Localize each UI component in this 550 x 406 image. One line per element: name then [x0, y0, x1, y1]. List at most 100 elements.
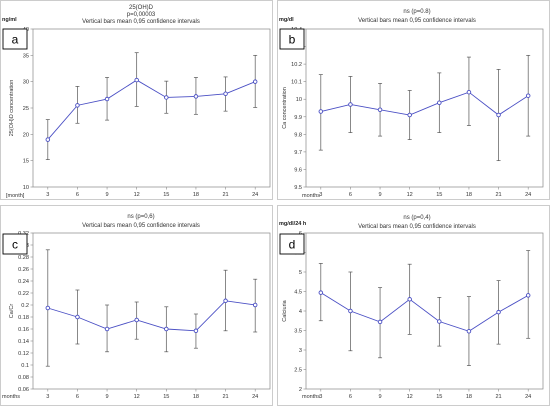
y-tick-label: 0.16	[18, 327, 29, 333]
y-tick-label: 0.12	[18, 351, 29, 357]
data-point	[496, 309, 501, 315]
y-axis-label: 25(OH)D concentration	[9, 80, 15, 137]
chart-title: ns (p=0,4)	[403, 215, 430, 221]
x-tick-label: 18	[193, 192, 199, 198]
x-tick-label: 3	[46, 394, 49, 400]
panel-label-box	[2, 28, 28, 50]
chart-panel-b: 9.59.69.79.89.91010.110.210.310.43691215…	[277, 0, 550, 200]
panel-label: a	[12, 33, 19, 47]
y-tick-label: 10	[23, 185, 29, 191]
panel-frame	[277, 205, 550, 406]
data-point	[496, 112, 501, 118]
data-point	[104, 326, 110, 332]
x-tick-label: 24	[525, 192, 531, 198]
data-point	[223, 91, 228, 97]
data-point	[193, 328, 199, 334]
x-tick-label: 6	[76, 394, 79, 400]
data-point	[45, 137, 51, 142]
x-tick-label: 24	[252, 394, 258, 400]
data-point	[104, 96, 110, 102]
y-unit-label: mg/dl/24 h	[279, 221, 307, 227]
series-line	[47, 300, 256, 332]
data-point	[437, 100, 442, 105]
data-point	[407, 297, 412, 302]
x-tick-label: 21	[495, 394, 501, 400]
x-tick-label: 9	[379, 394, 382, 400]
series-line	[320, 91, 529, 116]
y-tick-label: 5	[299, 270, 302, 276]
data-point	[164, 326, 169, 332]
data-point	[318, 109, 324, 114]
data-point	[466, 329, 472, 334]
y-tick-label: 10	[296, 97, 302, 103]
panel-label: b	[289, 33, 296, 47]
chart-title: ns (p=0.8)	[403, 9, 430, 15]
x-tick-label: 6	[349, 192, 352, 198]
y-axis-label: Calciuria	[282, 299, 288, 321]
x-axis-label: months	[2, 394, 20, 400]
plot-area	[32, 232, 271, 390]
y-tick-label: 0.1	[21, 363, 29, 369]
chart-title: 25(OH)D	[129, 5, 154, 11]
panel-label: c	[12, 238, 18, 252]
data-point	[164, 95, 169, 100]
y-tick-label: 15	[23, 159, 29, 165]
y-tick-label: 3	[299, 348, 302, 354]
y-tick-label: 0.14	[18, 339, 29, 345]
x-tick-label: 3	[319, 192, 322, 198]
y-tick-label: 0.06	[18, 387, 29, 393]
panel-label: d	[289, 238, 296, 252]
x-axis-label: months	[302, 193, 320, 199]
x-tick-label: 18	[466, 192, 472, 198]
chart-panel-d: 22.533.544.555.563691215182124ns (p=0,4)…	[277, 205, 550, 406]
data-point	[45, 305, 51, 311]
data-point	[252, 302, 258, 308]
data-point	[252, 79, 258, 84]
chart-subtitle: Vertical bars mean 0,95 confidence inter…	[358, 18, 476, 24]
data-point	[525, 93, 531, 98]
y-tick-label: 30	[23, 80, 29, 86]
y-tick-label: 10.1	[291, 80, 302, 86]
y-tick-label: 9.6	[294, 167, 302, 173]
y-tick-label: 0.24	[18, 279, 29, 285]
y-tick-label: 4	[299, 309, 302, 315]
x-tick-label: 21	[495, 192, 501, 198]
x-tick-label: 3	[319, 394, 322, 400]
data-point	[437, 319, 442, 324]
plot-area	[305, 28, 544, 188]
y-tick-label: 3.5	[294, 329, 302, 335]
chart-subtitle: Vertical bars mean 0,95 confidence inter…	[358, 224, 476, 230]
data-point	[348, 102, 353, 107]
data-point	[223, 298, 228, 304]
x-tick-label: 6	[349, 394, 352, 400]
y-tick-label: 0.2	[21, 303, 29, 309]
panel-frame	[277, 0, 550, 200]
y-tick-label: 35	[23, 53, 29, 59]
x-tick-label: 15	[163, 192, 169, 198]
x-tick-label: 24	[252, 192, 258, 198]
y-tick-label: 0.26	[18, 267, 29, 273]
y-tick-label: 9.9	[294, 115, 302, 121]
data-point	[193, 94, 199, 99]
x-tick-label: 21	[222, 192, 228, 198]
data-point	[75, 103, 80, 108]
y-tick-label: 20	[23, 132, 29, 138]
y-tick-label: 0.08	[18, 375, 29, 381]
data-point	[75, 314, 80, 320]
data-point	[525, 293, 531, 298]
chart-subtitle: p=0,00003	[127, 12, 156, 18]
y-tick-label: 0.28	[18, 255, 29, 261]
y-tick-label: 9.7	[294, 150, 302, 156]
data-point	[466, 89, 472, 95]
chart-panel-a: 10152025303540369121518212425(OH)Dp=0,00…	[0, 0, 273, 200]
x-axis-label: [month]	[6, 193, 25, 199]
data-point	[377, 107, 383, 113]
y-tick-label: 0.18	[18, 315, 29, 321]
x-tick-label: 9	[106, 394, 109, 400]
y-unit-label: mg/dl	[279, 17, 294, 23]
x-tick-label: 9	[379, 192, 382, 198]
series-line	[47, 79, 256, 140]
chart-panel-c: 0.06 0.08 0.1 0.12 0.14 0.16 0.18 0.2 0.22 0.24 0.…	[0, 205, 273, 406]
data-point	[407, 112, 412, 118]
